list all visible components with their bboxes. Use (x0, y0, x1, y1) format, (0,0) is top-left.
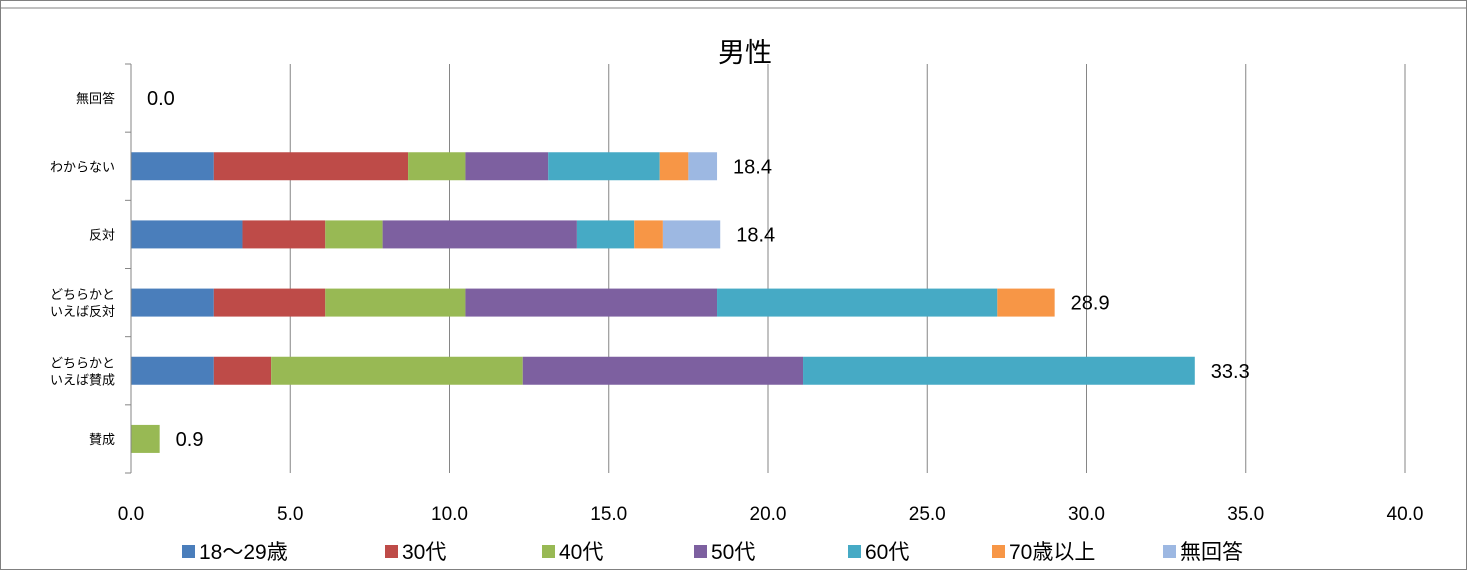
bar-segment (242, 220, 326, 249)
x-tick-label: 0.0 (118, 504, 144, 525)
legend-swatch (182, 545, 195, 558)
legend-swatch (992, 545, 1005, 558)
legend-label: 60代 (865, 541, 909, 564)
x-tick-label: 20.0 (750, 504, 787, 525)
category-label: どちらかといえば賛成 (50, 355, 115, 387)
legend-swatch (1163, 545, 1176, 558)
legend-label: 30代 (402, 541, 446, 564)
total-label: 28.9 (1071, 293, 1110, 315)
category-label: 反対 (89, 227, 115, 242)
x-tick-label: 15.0 (590, 504, 627, 525)
bar-segment (997, 288, 1055, 317)
chart-title: 男性 (718, 38, 772, 68)
total-label: 18.4 (733, 156, 772, 178)
legend-label: 40代 (559, 541, 603, 564)
legend-swatch (542, 545, 555, 558)
bar-segment (522, 356, 804, 385)
legend-swatch (694, 545, 707, 558)
x-tick-label: 5.0 (277, 504, 303, 525)
total-label: 0.0 (147, 88, 175, 110)
bar-segment (659, 152, 689, 181)
total-label: 0.9 (176, 429, 204, 451)
bar-segment (213, 356, 272, 385)
axes (125, 63, 132, 474)
bar-segment (576, 220, 635, 249)
bar-segment (465, 152, 549, 181)
bar-segment (131, 220, 243, 249)
legend-label: 18〜29歳 (199, 541, 288, 564)
x-tick-label: 35.0 (1227, 504, 1264, 525)
x-tick-label: 25.0 (909, 504, 946, 525)
legend-label: 70歳以上 (1009, 541, 1095, 564)
legend-swatch (848, 545, 861, 558)
bar-segment (131, 424, 160, 453)
bar-segment (131, 356, 214, 385)
category-label: 賛成 (89, 432, 115, 447)
legend: 18〜29歳 30代 40代 50代 60代 70歳以上 無回答 (182, 541, 1243, 564)
total-labels: 0.0 18.4 18.4 28.9 33.3 0.9 (147, 88, 1250, 451)
x-tick-label: 10.0 (431, 504, 468, 525)
bar-segment (634, 220, 663, 249)
legend-label: 無回答 (1180, 541, 1243, 564)
bar-segment (213, 152, 409, 181)
category-label: 無回答 (76, 91, 115, 106)
legend-label: 50代 (711, 541, 755, 564)
legend-swatch (385, 545, 398, 558)
x-tick-label: 40.0 (1387, 504, 1424, 525)
total-label: 33.3 (1211, 361, 1250, 383)
total-label: 18.4 (736, 224, 775, 246)
bar-segment (688, 152, 718, 181)
bar-segment (271, 356, 523, 385)
bar-segment (382, 220, 577, 249)
bar-segment (717, 288, 998, 317)
bar-segment (213, 288, 326, 317)
bar-segment (131, 288, 214, 317)
bar-segment (325, 288, 466, 317)
category-label: どちらかといえば反対 (50, 287, 115, 319)
bar-segment (325, 220, 383, 249)
bar-segment (662, 220, 721, 249)
x-tick-labels: 0.0 5.0 10.0 15.0 20.0 25.0 30.0 35.0 40.0 (118, 504, 1424, 525)
bars (131, 152, 1195, 453)
gridlines (289, 64, 1406, 473)
bar-segment (465, 288, 718, 317)
category-label: わからない (50, 159, 115, 174)
bar-segment (408, 152, 466, 181)
bar-segment (548, 152, 660, 181)
bar-segment (803, 356, 1195, 385)
x-tick-label: 30.0 (1068, 504, 1105, 525)
bar-segment (131, 152, 214, 181)
